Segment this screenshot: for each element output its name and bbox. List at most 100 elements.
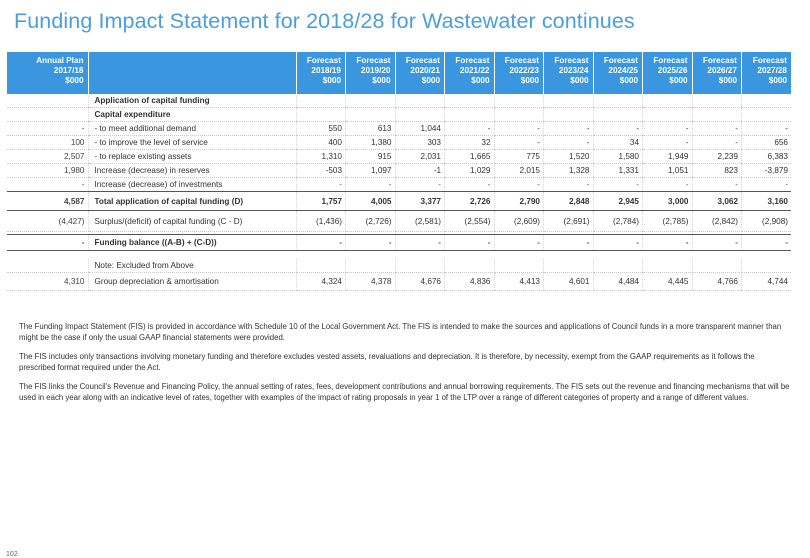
table-header-row: Annual Plan 2017/18 $000 Forecast 2018/1… (7, 52, 791, 94)
value-cell: 6,383 (741, 149, 791, 165)
value-cell: - (741, 234, 791, 252)
row-label: Increase (decrease) in reserves (87, 163, 296, 179)
value-cell: 2,031 (394, 149, 445, 165)
value-cell: 1,051 (642, 163, 692, 179)
value-cell: 3,062 (691, 191, 742, 212)
value-cell: - (295, 177, 346, 193)
value-cell: 2,015 (493, 163, 544, 179)
value-cell: 2,848 (543, 191, 593, 212)
row-label: Increase (decrease) of investments (87, 177, 296, 193)
value-cell: 4,601 (543, 272, 593, 291)
funding-impact-table: Annual Plan 2017/18 $000 Forecast 2018/1… (7, 52, 791, 291)
surplus-row: (4,427) Surplus/(deficit) of capital fun… (7, 210, 791, 233)
row-label: - to meet additional demand (87, 121, 296, 137)
value-cell: 400 (295, 135, 346, 151)
note-label: Note: Excluded from Above (87, 258, 296, 273)
value-cell: - (691, 135, 742, 151)
value-cell: 1,949 (642, 149, 692, 165)
value-cell: - (642, 177, 692, 193)
value-cell: 1,520 (543, 149, 593, 165)
value-cell: (2,691) (543, 210, 593, 233)
value-cell: 4,324 (295, 272, 346, 291)
value-cell: 1,757 (295, 191, 346, 212)
value-cell (741, 94, 791, 109)
value-cell (295, 94, 346, 109)
value-cell: 1,380 (345, 135, 395, 151)
plan-cell: - (7, 234, 88, 252)
plan-cell: 1,980 (7, 163, 88, 179)
value-cell: 1,029 (444, 163, 494, 179)
funding-balance-row: - Funding balance ((A-B) + (C-D)) - - - … (7, 234, 791, 252)
header-forecast: Forecast 2027/28 $000 (741, 52, 791, 94)
value-cell: - (493, 135, 544, 151)
value-cell: - (543, 121, 593, 137)
value-cell: 4,005 (345, 191, 395, 212)
value-cell: 4,484 (592, 272, 643, 291)
value-cell: 3,000 (642, 191, 692, 212)
value-cell: 1,097 (345, 163, 395, 179)
value-cell: 823 (691, 163, 742, 179)
value-cell: 656 (741, 135, 791, 151)
row-label: Total application of capital funding (D) (87, 191, 296, 212)
value-cell: - (543, 135, 593, 151)
value-cell: (2,726) (345, 210, 395, 233)
value-cell: - (493, 121, 544, 137)
value-cell: -503 (295, 163, 346, 179)
header-forecast: Forecast 2018/19 $000 (296, 52, 346, 94)
value-cell: (1,436) (295, 210, 346, 233)
value-cell: 34 (592, 135, 643, 151)
value-cell (642, 107, 692, 123)
value-cell: (2,785) (642, 210, 692, 233)
value-cell: 613 (345, 121, 395, 137)
value-cell: (2,908) (741, 210, 791, 233)
spacer-row (7, 231, 791, 236)
table-row: - - to meet additional demand 550 613 1,… (7, 121, 791, 137)
value-cell: 550 (295, 121, 346, 137)
value-cell (493, 107, 544, 123)
value-cell: 2,945 (592, 191, 643, 212)
row-label: Group depreciation & amortisation (87, 272, 296, 291)
plan-cell: 4,310 (7, 272, 88, 291)
plan-cell: 2,507 (7, 149, 88, 165)
plan-cell: (4,427) (7, 210, 88, 233)
value-cell: 1,665 (444, 149, 494, 165)
value-cell: -1 (394, 163, 445, 179)
value-cell: - (642, 135, 692, 151)
table-row: 2,507 - to replace existing assets 1,310… (7, 149, 791, 165)
header-forecast: Forecast 2026/27 $000 (692, 52, 742, 94)
value-cell: - (592, 234, 643, 252)
header-forecast: Forecast 2020/21 $000 (395, 52, 445, 94)
plan-cell (7, 94, 88, 109)
explanatory-notes: The Funding Impact Statement (FIS) is pr… (19, 321, 791, 410)
note-paragraph: The FIS includes only transactions invol… (19, 351, 755, 373)
value-cell (691, 94, 742, 109)
header-forecast: Forecast 2019/20 $000 (345, 52, 396, 94)
value-cell: - (444, 234, 494, 252)
value-cell: - (592, 177, 643, 193)
value-cell: - (345, 177, 395, 193)
table-row: Capital expenditure (7, 107, 791, 123)
value-cell: - (691, 121, 742, 137)
value-cell: (2,784) (592, 210, 643, 233)
total-row: 4,587 Total application of capital fundi… (7, 191, 791, 212)
value-cell: - (642, 234, 692, 252)
value-cell (691, 107, 742, 123)
value-cell (295, 107, 346, 123)
row-label: Capital expenditure (87, 107, 296, 123)
value-cell (345, 94, 395, 109)
value-cell: (2,609) (493, 210, 544, 233)
row-label: - to replace existing assets (87, 149, 296, 165)
value-cell (345, 107, 395, 123)
note-paragraph: The FIS links the Council's Revenue and … (19, 381, 790, 403)
value-cell: 2,239 (691, 149, 742, 165)
value-cell: - (691, 234, 742, 252)
plan-cell (7, 107, 88, 123)
value-cell: 4,744 (741, 272, 791, 291)
value-cell: 1,331 (592, 163, 643, 179)
value-cell: 4,676 (394, 272, 445, 291)
value-cell: 4,766 (691, 272, 742, 291)
header-description (88, 52, 297, 94)
value-cell (543, 94, 593, 109)
value-cell: 915 (345, 149, 395, 165)
value-cell (444, 107, 494, 123)
